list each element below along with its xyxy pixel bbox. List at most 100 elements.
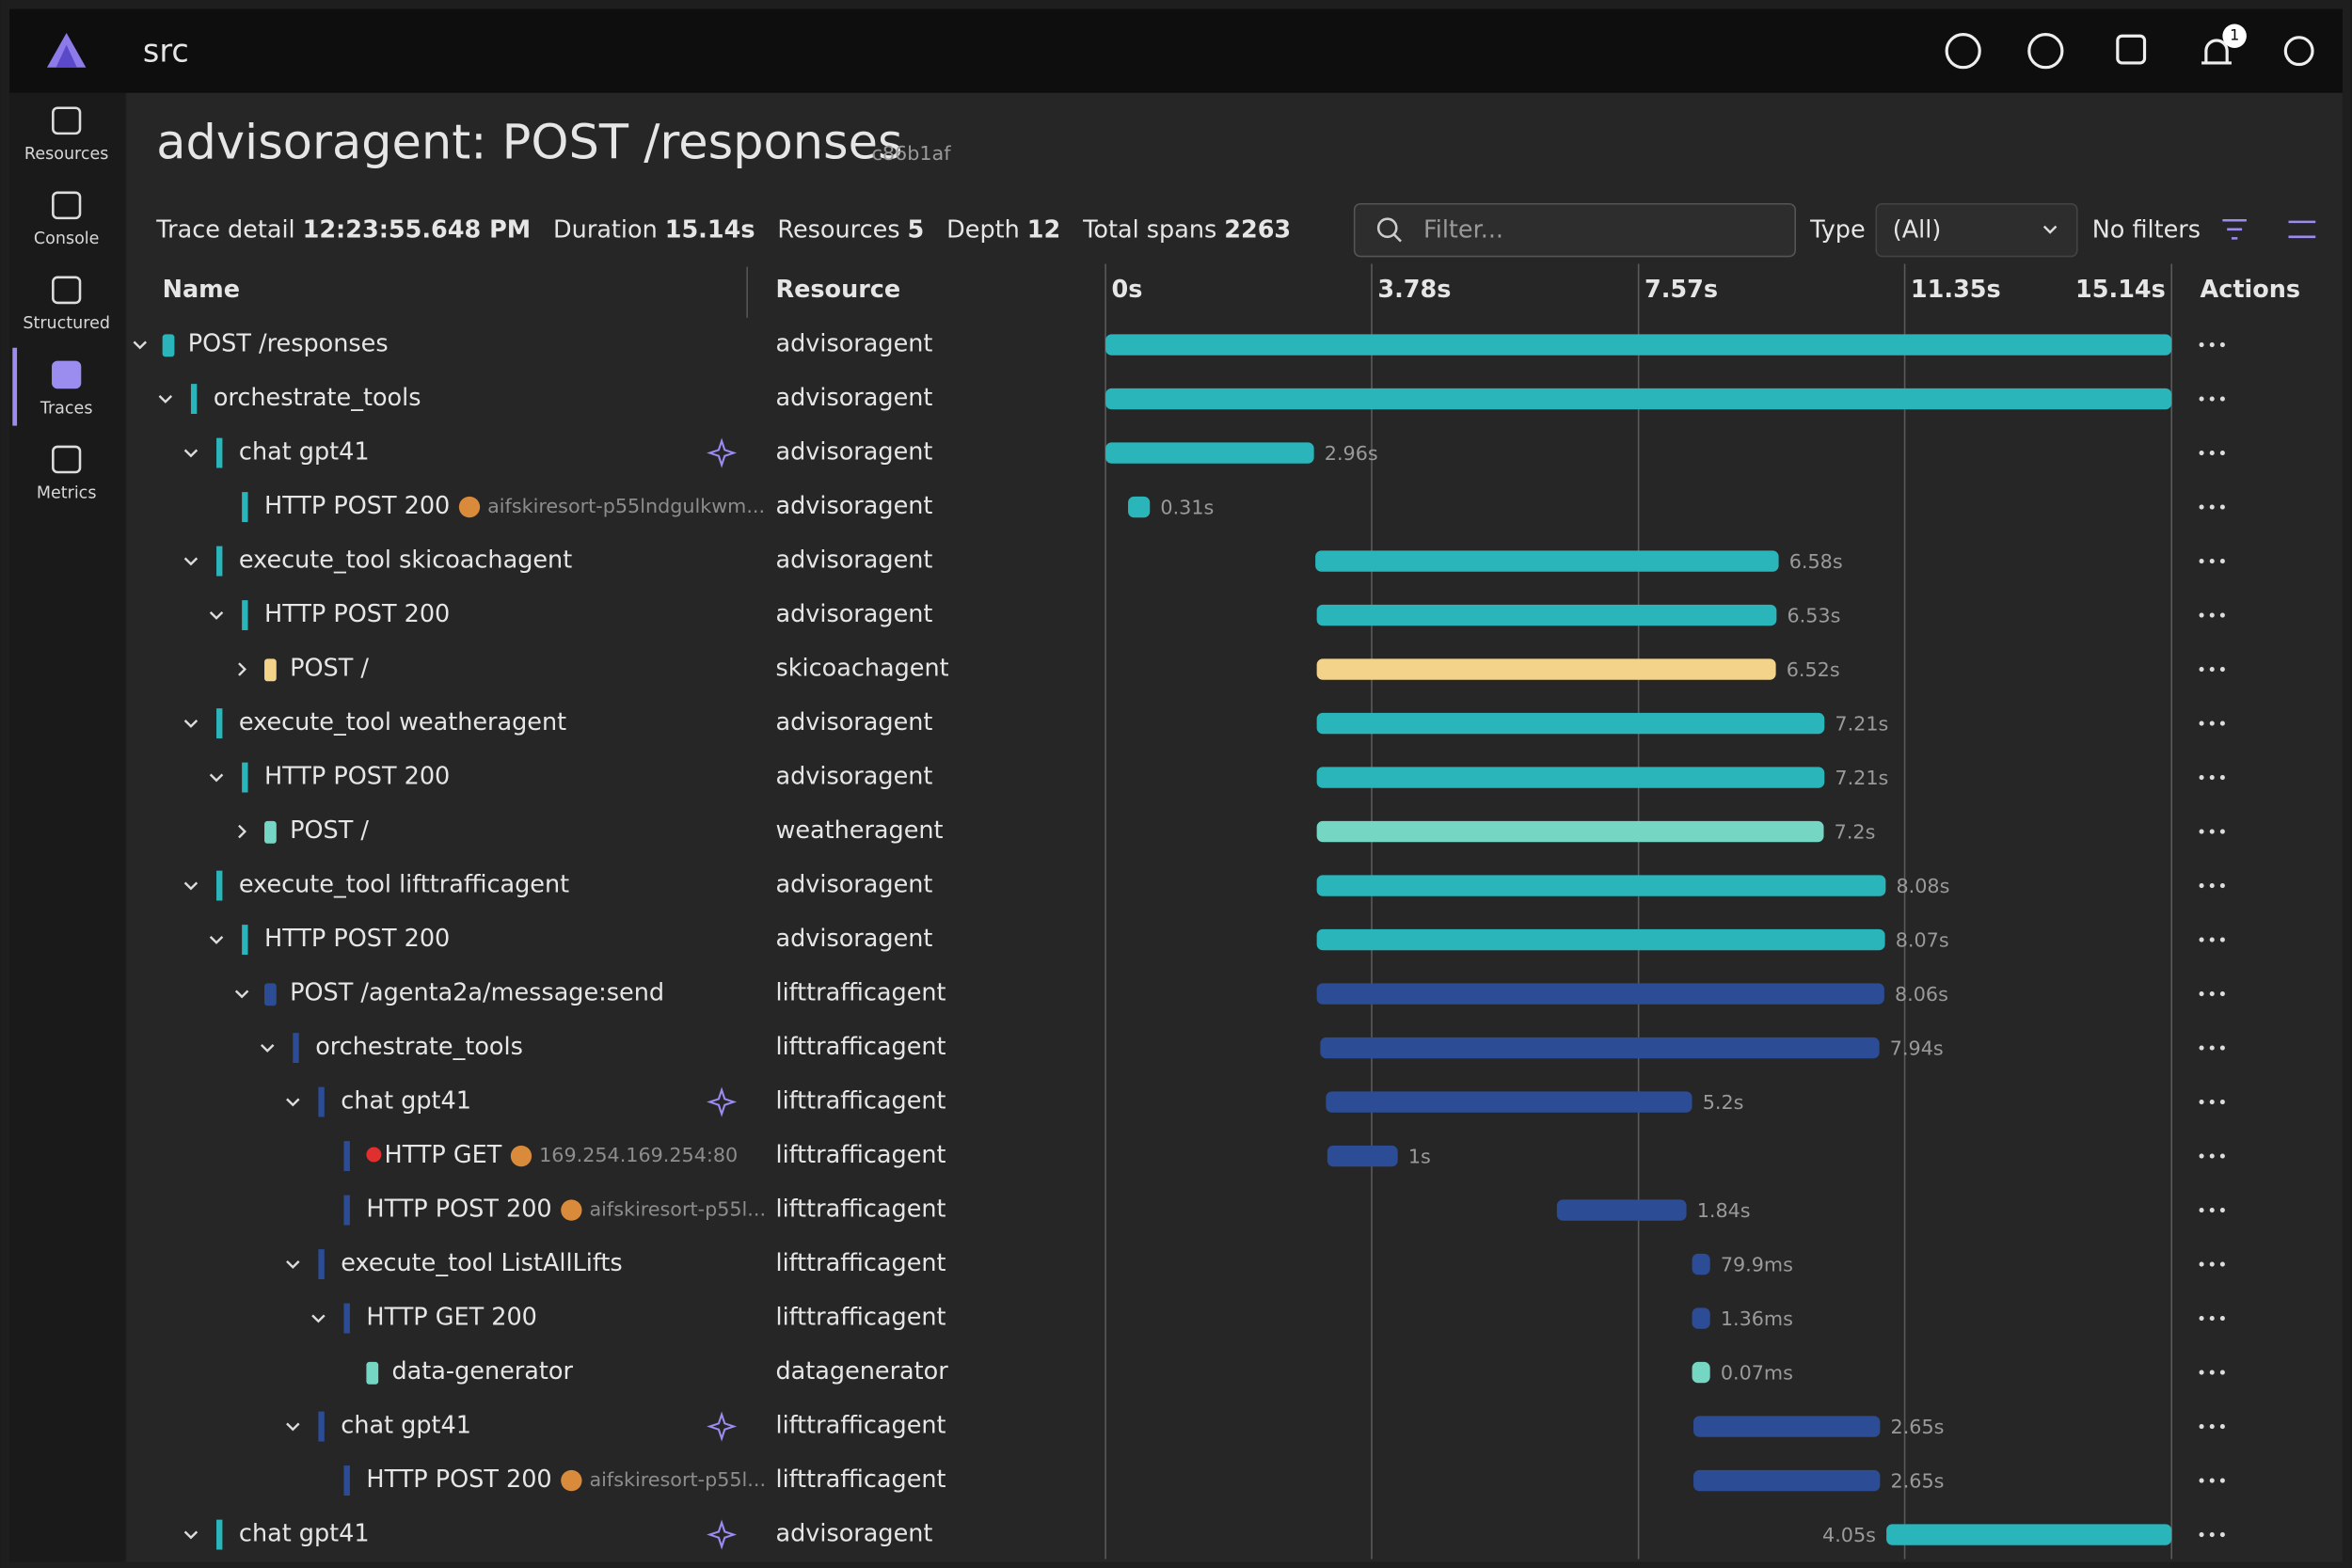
actions-dot[interactable] xyxy=(2199,883,2204,889)
actions-dot[interactable] xyxy=(2219,1424,2225,1430)
span-bar[interactable] xyxy=(1327,1145,1398,1167)
actions-dot[interactable] xyxy=(2219,612,2225,618)
span-name[interactable]: POST /responses xyxy=(188,330,389,358)
actions-dot[interactable] xyxy=(2199,937,2204,942)
actions-dot[interactable] xyxy=(2199,1153,2204,1159)
actions-dot[interactable] xyxy=(2209,1424,2215,1430)
nav-icon[interactable] xyxy=(52,360,82,389)
span-bar[interactable] xyxy=(1128,496,1151,518)
actions-dot[interactable] xyxy=(2199,1478,2204,1483)
actions-dot[interactable] xyxy=(2219,559,2225,564)
span-bar[interactable] xyxy=(1556,1199,1687,1221)
collapse-toggle[interactable] xyxy=(234,990,249,999)
span-name[interactable]: HTTP GET 200 xyxy=(366,1304,536,1332)
bell-icon[interactable] xyxy=(2201,39,2232,65)
actions-dot[interactable] xyxy=(2199,1532,2204,1538)
actions-dot[interactable] xyxy=(2219,883,2225,889)
actions-dot[interactable] xyxy=(2199,991,2204,997)
actions-dot[interactable] xyxy=(2209,829,2215,834)
actions-dot[interactable] xyxy=(2209,612,2215,618)
span-bar[interactable] xyxy=(1315,550,1779,572)
actions-dot[interactable] xyxy=(2199,396,2204,402)
span-name[interactable]: HTTP GET xyxy=(385,1141,502,1169)
span-name[interactable]: data-generator xyxy=(392,1357,574,1386)
actions-dot[interactable] xyxy=(2209,1153,2215,1159)
span-name[interactable]: execute_tool lifttrafficagent xyxy=(239,871,569,899)
span-name[interactable]: HTTP POST 200 xyxy=(264,492,450,520)
github-icon[interactable] xyxy=(1945,33,1981,70)
actions-dot[interactable] xyxy=(2209,1370,2215,1375)
span-name[interactable]: POST / xyxy=(290,816,369,845)
collapse-toggle[interactable] xyxy=(183,881,199,891)
span-name[interactable]: POST /agenta2a/message:send xyxy=(290,979,664,1007)
collapse-toggle[interactable] xyxy=(286,1422,300,1432)
span-bar[interactable] xyxy=(1105,388,2172,410)
collapse-toggle[interactable] xyxy=(183,449,199,458)
actions-dot[interactable] xyxy=(2209,1261,2215,1267)
actions-dot[interactable] xyxy=(2199,504,2204,510)
span-name[interactable]: POST / xyxy=(290,655,369,683)
actions-dot[interactable] xyxy=(2219,937,2225,942)
actions-dot[interactable] xyxy=(2209,1100,2215,1105)
actions-dot[interactable] xyxy=(2219,721,2225,726)
span-name[interactable]: execute_tool weatheragent xyxy=(239,708,566,736)
nav-label[interactable]: Console xyxy=(34,230,100,248)
copilot-icon[interactable] xyxy=(2116,34,2147,65)
actions-dot[interactable] xyxy=(2209,775,2215,781)
span-bar[interactable] xyxy=(1326,1091,1692,1113)
span-bar[interactable] xyxy=(1316,928,1885,951)
actions-dot[interactable] xyxy=(2209,1532,2215,1538)
filter-box[interactable] xyxy=(1353,202,1796,258)
span-name[interactable]: orchestrate_tools xyxy=(214,384,421,412)
actions-dot[interactable] xyxy=(2209,559,2215,564)
actions-dot[interactable] xyxy=(2199,559,2204,564)
span-bar[interactable] xyxy=(1316,604,1777,626)
collapse-toggle[interactable] xyxy=(209,936,224,944)
collapse-toggle[interactable] xyxy=(209,773,224,783)
span-bar[interactable] xyxy=(1693,1469,1881,1492)
span-bar[interactable] xyxy=(1316,712,1825,735)
span-name[interactable]: HTTP POST 200 xyxy=(264,600,450,628)
nav-label[interactable]: Metrics xyxy=(37,483,97,502)
span-bar[interactable] xyxy=(1316,983,1884,1005)
collapse-toggle[interactable] xyxy=(286,1260,300,1269)
expand-toggle[interactable] xyxy=(238,662,247,676)
span-name[interactable]: HTTP POST 200 xyxy=(366,1465,551,1494)
span-bar[interactable] xyxy=(1105,334,2172,356)
span-bar[interactable] xyxy=(1316,820,1824,843)
span-name[interactable]: HTTP POST 200 xyxy=(366,1196,551,1224)
actions-dot[interactable] xyxy=(2209,341,2215,348)
span-name[interactable]: chat gpt41 xyxy=(341,1412,471,1440)
actions-dot[interactable] xyxy=(2199,612,2204,618)
actions-dot[interactable] xyxy=(2199,1424,2204,1430)
actions-dot[interactable] xyxy=(2219,991,2225,997)
span-name[interactable]: orchestrate_tools xyxy=(315,1033,523,1061)
span-name[interactable]: execute_tool ListAllLifts xyxy=(341,1249,622,1277)
actions-dot[interactable] xyxy=(2199,1261,2204,1267)
actions-dot[interactable] xyxy=(2199,341,2204,348)
actions-dot[interactable] xyxy=(2209,1208,2215,1213)
expand-toggle[interactable] xyxy=(238,824,247,839)
nav-icon[interactable] xyxy=(52,276,82,305)
actions-dot[interactable] xyxy=(2209,937,2215,942)
collapse-toggle[interactable] xyxy=(158,395,173,404)
actions-dot[interactable] xyxy=(2219,1045,2225,1051)
collapse-toggle[interactable] xyxy=(133,341,147,350)
span-bar[interactable] xyxy=(1692,1307,1710,1329)
span-bar[interactable] xyxy=(1692,1361,1710,1384)
actions-dot[interactable] xyxy=(2199,450,2204,456)
actions-dot[interactable] xyxy=(2219,450,2225,456)
nav-label[interactable]: Resources xyxy=(24,145,108,164)
actions-dot[interactable] xyxy=(2219,1316,2225,1322)
actions-dot[interactable] xyxy=(2219,1100,2225,1105)
actions-dot[interactable] xyxy=(2199,667,2204,673)
actions-dot[interactable] xyxy=(2209,504,2215,510)
actions-dot[interactable] xyxy=(2209,450,2215,456)
actions-dot[interactable] xyxy=(2199,1100,2204,1105)
span-bar[interactable] xyxy=(1693,1416,1881,1437)
actions-dot[interactable] xyxy=(2199,721,2204,726)
nav-label[interactable]: Structured xyxy=(23,314,110,333)
actions-dot[interactable] xyxy=(2199,829,2204,834)
actions-dot[interactable] xyxy=(2209,991,2215,997)
span-name[interactable]: execute_tool skicoachagent xyxy=(239,546,572,575)
